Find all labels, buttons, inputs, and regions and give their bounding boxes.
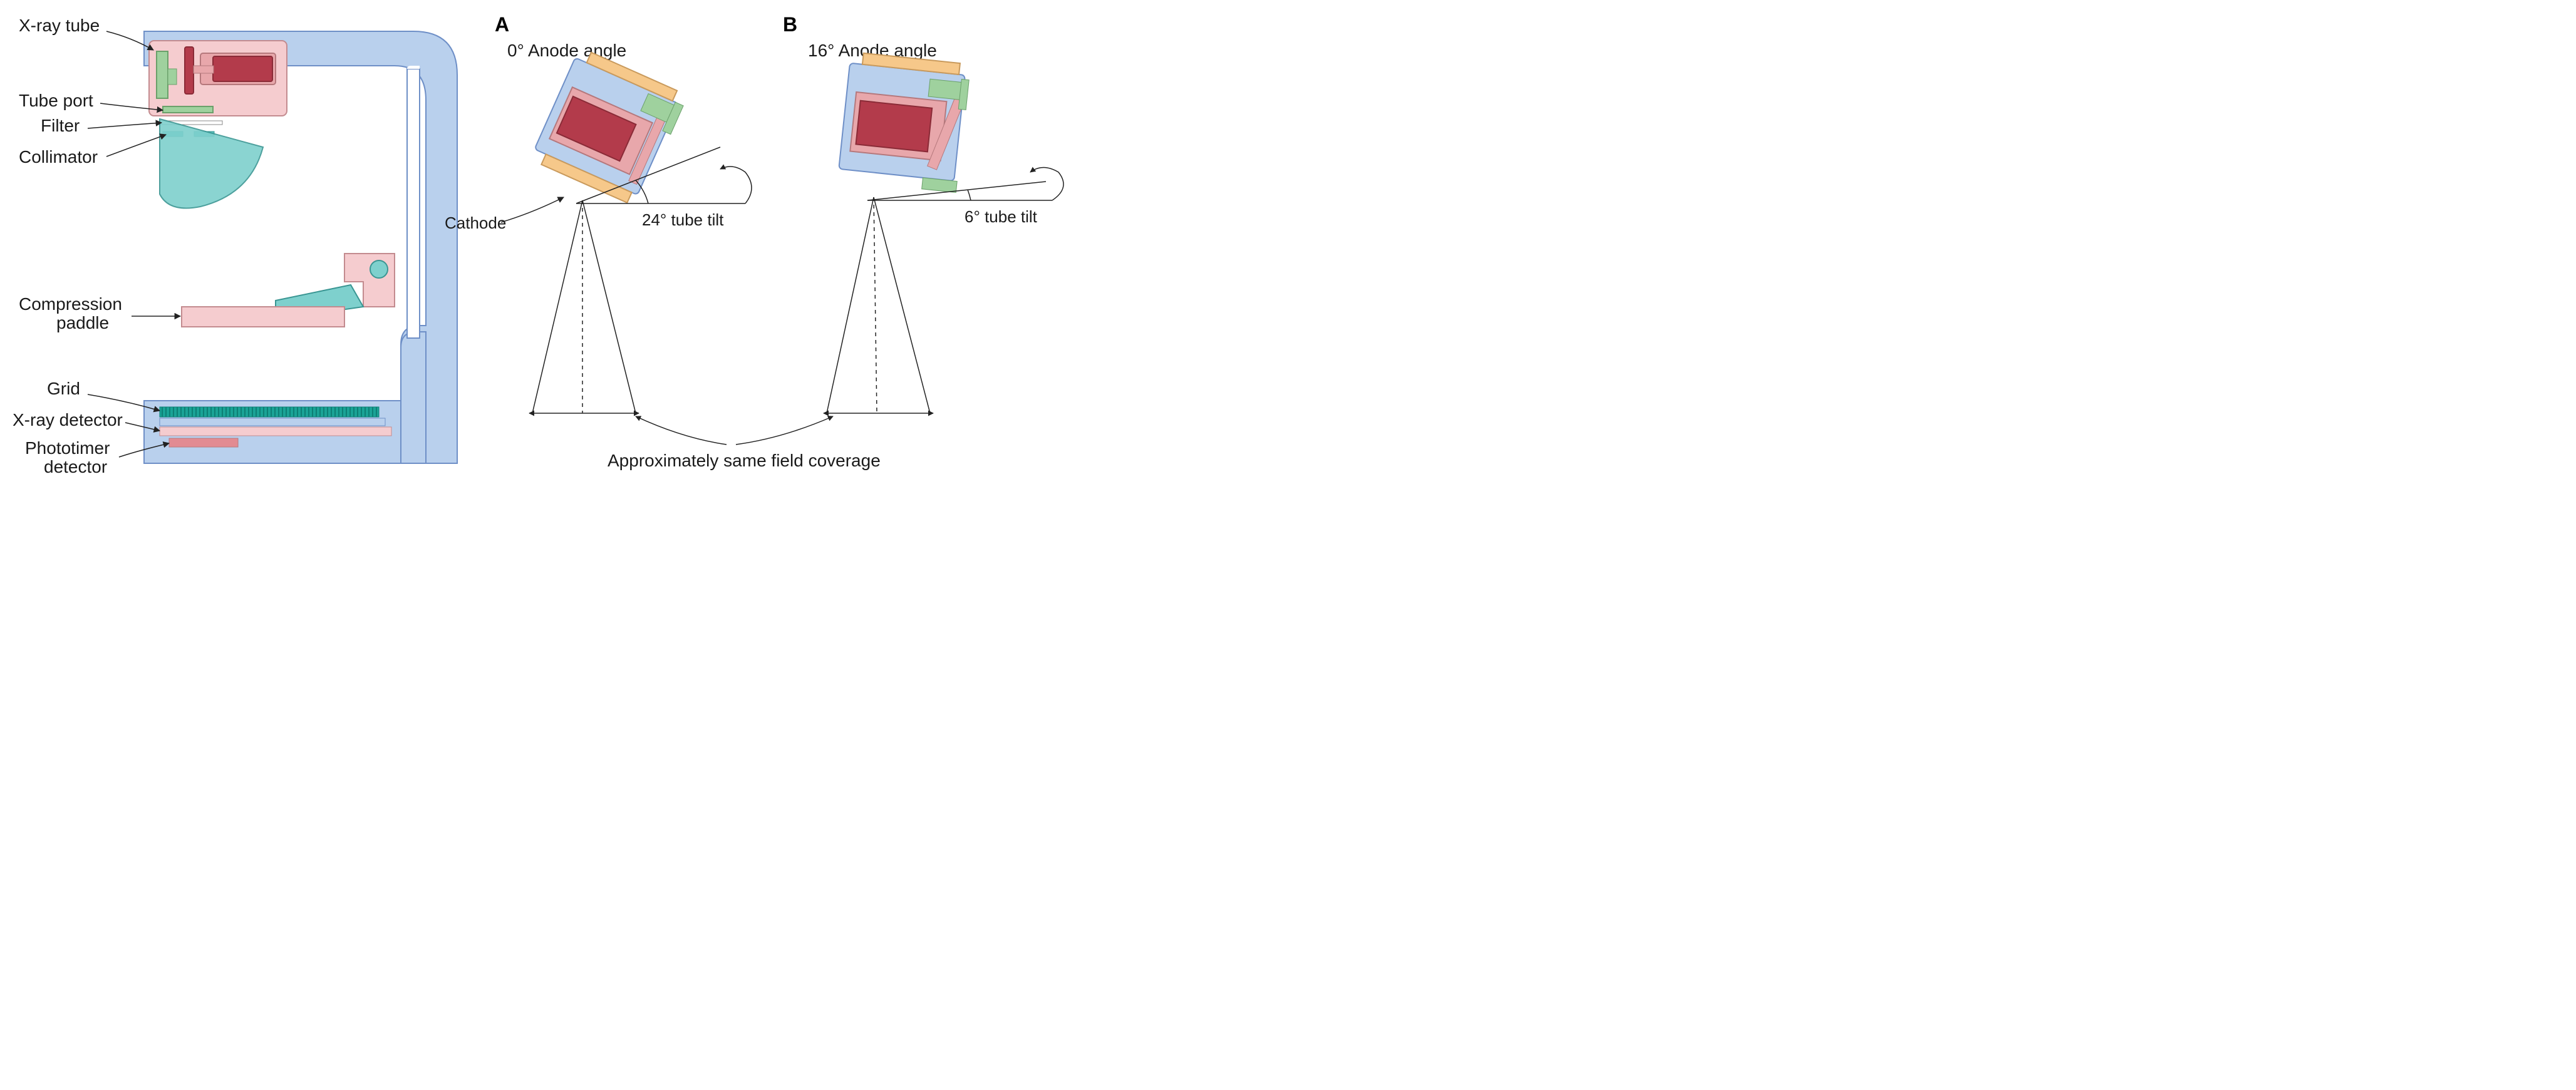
b-beam — [824, 197, 933, 413]
tube-port — [163, 106, 213, 113]
label-comp2: paddle — [56, 313, 109, 332]
compression-paddle — [182, 254, 395, 327]
paddle-knob — [370, 260, 388, 278]
detector-spacer — [160, 418, 385, 426]
label-filter: Filter — [41, 116, 80, 135]
phototimer-bar — [169, 438, 238, 447]
label-xdet: X-ray detector — [13, 410, 123, 429]
panel-a: A 0° Anode angle 24° tube tilt Cathode — [445, 13, 752, 413]
anode-rotor — [213, 56, 272, 81]
cathode-tip — [168, 69, 177, 85]
anode-shaft — [194, 66, 214, 73]
xray-detector-bar — [160, 427, 391, 436]
panel-b-letter: B — [783, 13, 797, 36]
label-phot2: detector — [44, 457, 107, 476]
label-tube-port: Tube port — [19, 91, 93, 110]
b-tilt-label: 6° tube tilt — [965, 207, 1038, 226]
label-xray-tube: X-ray tube — [19, 16, 100, 35]
panel-a-title: 0° Anode angle — [507, 41, 626, 60]
b-rotor — [856, 101, 933, 152]
b-cathode — [928, 79, 963, 100]
anode-disc — [185, 47, 194, 94]
panel-b: B 16° Anode angle 6° tube tilt — [783, 13, 1063, 413]
a-cathode-label: Cathode — [445, 213, 506, 232]
panel-a-letter: A — [495, 13, 509, 36]
bottom-caption-group: Approximately same field coverage — [608, 416, 881, 470]
a-cathode-leader — [501, 197, 564, 222]
bottom-caption: Approximately same field coverage — [608, 451, 881, 470]
a-beam — [529, 200, 639, 413]
cathode-block — [157, 51, 168, 98]
label-phot1: Phototimer — [25, 438, 110, 458]
a-tilt-label: 24° tube tilt — [642, 210, 724, 229]
grid-bar — [160, 407, 379, 417]
label-comp1: Compression — [19, 294, 122, 314]
c-arm-inner-gap — [407, 69, 420, 338]
left-diagram: X-ray tube Tube port Filter Collimator C… — [13, 16, 463, 476]
paddle-plate — [182, 307, 344, 327]
label-grid: Grid — [47, 379, 80, 398]
label-collimator: Collimator — [19, 147, 98, 167]
